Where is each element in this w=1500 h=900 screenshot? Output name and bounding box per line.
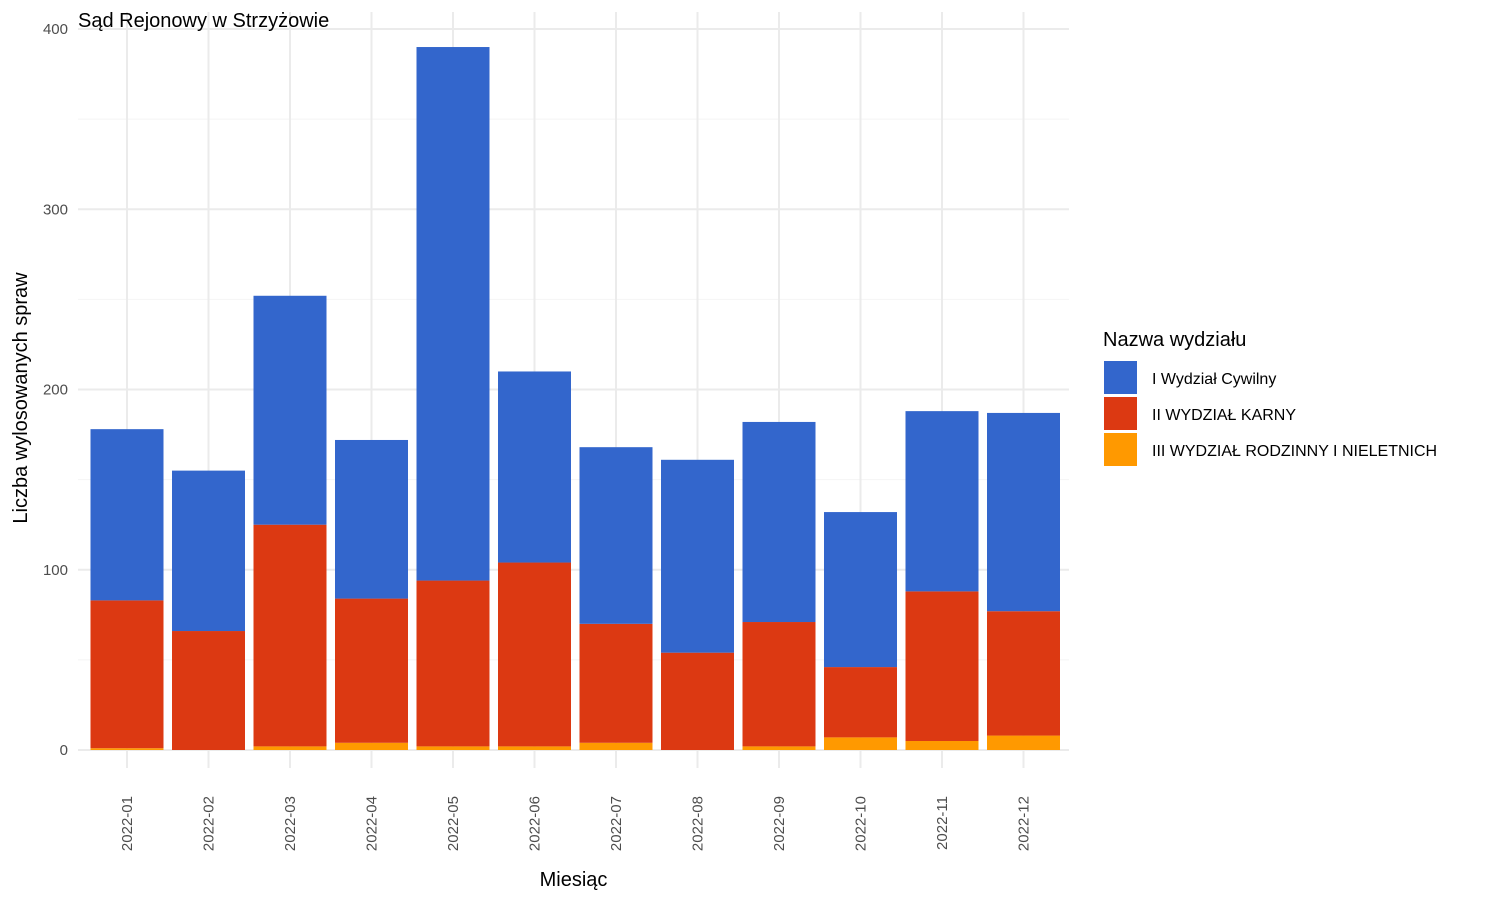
bar-segment-2-2022-10 bbox=[824, 667, 897, 738]
chart-title: Sąd Rejonowy w Strzyżowie bbox=[78, 10, 329, 32]
legend-label: I Wydział Cywilny bbox=[1152, 371, 1276, 388]
legend-label: III WYDZIAŁ RODZINNY I NIELETNICH bbox=[1152, 443, 1437, 460]
legend-key bbox=[1104, 361, 1137, 394]
bar-segment-2-2022-07 bbox=[579, 623, 653, 743]
x-axis-title: Miesiąc bbox=[540, 869, 608, 891]
y-tick-label: 300 bbox=[43, 201, 68, 218]
bar-segment-3-2022-09 bbox=[742, 421, 816, 623]
bar-segment-2-2022-11 bbox=[905, 591, 979, 741]
legend-label: II WYDZIAŁ KARNY bbox=[1152, 407, 1296, 424]
bar-segment-2-2022-12 bbox=[987, 611, 1060, 736]
legend-key bbox=[1104, 433, 1137, 466]
y-tick-label: 200 bbox=[43, 382, 68, 399]
bar-segment-2-2022-03 bbox=[253, 524, 327, 747]
bar-segment-2-2022-02 bbox=[172, 631, 245, 750]
bar-segment-1-2022-07 bbox=[579, 742, 653, 750]
bar-segment-1-2022-12 bbox=[987, 735, 1060, 750]
bar-segment-1-2022-03 bbox=[253, 746, 327, 750]
bar-segment-1-2022-09 bbox=[742, 746, 816, 750]
bar-segment-1-2022-06 bbox=[498, 746, 571, 750]
x-tick-label: 2022-08 bbox=[690, 796, 707, 851]
y-tick-label: 400 bbox=[43, 21, 68, 38]
x-tick-label: 2022-04 bbox=[364, 796, 381, 851]
legend-key bbox=[1104, 397, 1137, 430]
legend: Nazwa wydziału I Wydział Cywilny II WYDZI… bbox=[1103, 329, 1437, 466]
bar-segment-1-2022-01 bbox=[90, 748, 164, 750]
bar-segment-1-2022-05 bbox=[416, 746, 490, 750]
bar-segment-2-2022-05 bbox=[416, 580, 490, 747]
bar-segment-3-2022-02 bbox=[172, 470, 245, 632]
bar-segment-3-2022-08 bbox=[661, 459, 734, 653]
bar-segment-1-2022-04 bbox=[335, 742, 408, 750]
x-tick-label: 2022-03 bbox=[282, 796, 299, 851]
bar-segment-2-2022-09 bbox=[742, 622, 816, 747]
bar-segment-3-2022-10 bbox=[824, 512, 897, 668]
bar-segment-3-2022-06 bbox=[498, 371, 571, 563]
x-tick-label: 2022-11 bbox=[934, 796, 951, 850]
x-tick-label: 2022-12 bbox=[1016, 796, 1033, 851]
x-tick-label: 2022-01 bbox=[119, 796, 136, 851]
bar-segment-2-2022-06 bbox=[498, 562, 571, 747]
y-axis-title: Liczba wylosowanych spraw bbox=[10, 272, 32, 524]
bar-segment-3-2022-04 bbox=[335, 439, 408, 599]
x-axis-ticks: 2022-01 2022-02 2022-03 2022-04 2022-05 2022-… bbox=[119, 796, 1033, 851]
bar-segment-1-2022-10 bbox=[824, 737, 897, 750]
y-tick-label: 100 bbox=[43, 562, 68, 579]
x-tick-label: 2022-09 bbox=[771, 796, 788, 851]
bar-segment-3-2022-07 bbox=[579, 447, 653, 624]
y-axis-ticks: 0 100 200 300 400 bbox=[43, 21, 68, 759]
legend-title: Nazwa wydziału bbox=[1103, 329, 1246, 351]
x-tick-label: 2022-06 bbox=[527, 796, 544, 851]
x-tick-label: 2022-02 bbox=[201, 796, 218, 851]
bar-segment-2-2022-08 bbox=[661, 652, 734, 750]
bar-segment-3-2022-11 bbox=[905, 411, 979, 592]
y-tick-label: 0 bbox=[60, 742, 68, 759]
bar-segment-2-2022-04 bbox=[335, 598, 408, 743]
x-tick-label: 2022-10 bbox=[853, 796, 870, 851]
bar-segment-1-2022-11 bbox=[905, 740, 979, 750]
bar-segment-3-2022-03 bbox=[253, 295, 327, 525]
bar-segment-3-2022-05 bbox=[416, 47, 490, 581]
x-tick-label: 2022-07 bbox=[608, 796, 625, 851]
bar-segment-2-2022-01 bbox=[90, 600, 164, 749]
bars bbox=[90, 47, 1060, 750]
x-tick-label: 2022-05 bbox=[445, 796, 462, 851]
bar-segment-3-2022-01 bbox=[90, 429, 164, 601]
bar-segment-3-2022-12 bbox=[987, 412, 1060, 612]
